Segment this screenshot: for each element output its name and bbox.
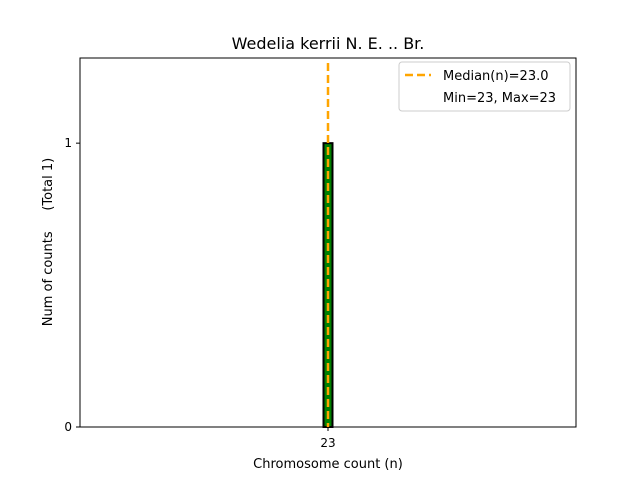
legend-box	[398, 61, 571, 112]
y-tick-label: 0	[64, 420, 72, 434]
x-tick-label: 23	[320, 436, 335, 450]
x-axis-ticks: 23	[320, 427, 336, 450]
y-tick-label: 1	[64, 136, 72, 150]
y-axis-ticks: 01	[64, 136, 80, 434]
legend-entry-minmax: Min=23, Max=23	[443, 91, 556, 106]
x-axis-label: Chromosome count (n)	[253, 457, 403, 472]
y-axis-label: Num of counts (Total 1)	[41, 158, 56, 326]
legend: Median(n)=23.0 Min=23, Max=23	[398, 61, 571, 112]
chart-title: Wedelia kerrii N. E. .. Br.	[232, 34, 425, 53]
legend-entry-median: Median(n)=23.0	[443, 69, 549, 84]
